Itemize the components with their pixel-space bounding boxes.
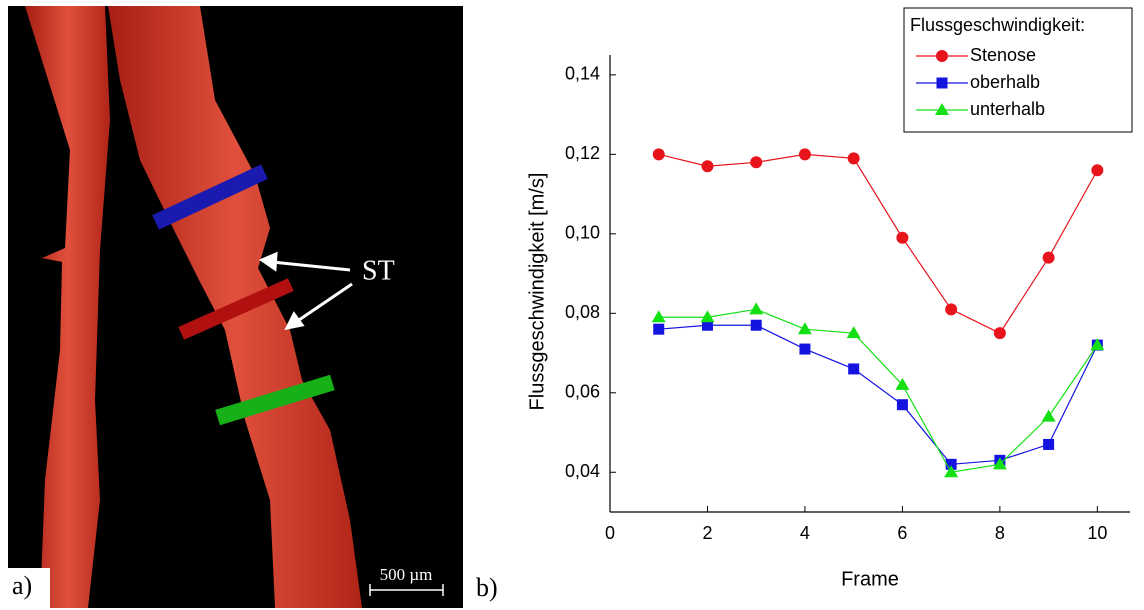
x-tick-label: 2 <box>702 523 712 543</box>
annotation: ST <box>362 255 395 286</box>
marker <box>1042 410 1056 422</box>
marker <box>653 324 664 335</box>
marker <box>1043 439 1054 450</box>
marker <box>798 322 812 334</box>
x-tick-label: 0 <box>605 523 615 543</box>
y-tick-label: 0,10 <box>565 223 600 243</box>
marker <box>701 160 713 172</box>
marker <box>1091 164 1103 176</box>
y-axis-label: Flussgeschwindigkeit [m/s] <box>526 173 548 411</box>
panel-label: a) <box>12 571 32 600</box>
marker <box>994 327 1006 339</box>
marker <box>653 148 665 160</box>
marker <box>652 310 666 322</box>
marker <box>749 302 763 314</box>
scale-label: 500 µm <box>380 565 433 584</box>
image-panel: ST 500 µm a) <box>8 6 463 608</box>
marker <box>750 156 762 168</box>
marker <box>896 232 908 244</box>
series-line <box>659 325 1098 464</box>
y-tick-label: 0,04 <box>565 461 600 481</box>
marker <box>799 344 810 355</box>
x-tick-label: 8 <box>995 523 1005 543</box>
marker <box>848 152 860 164</box>
marker <box>945 303 957 315</box>
legend-label: Stenose <box>970 45 1036 65</box>
y-tick-label: 0,12 <box>565 143 600 163</box>
marker <box>897 399 908 410</box>
marker <box>1043 252 1055 264</box>
legend-title: Flussgeschwindigkeit: <box>910 15 1085 35</box>
x-tick-label: 4 <box>800 523 810 543</box>
page: ST 500 µm a) b) 0,04 0,06 0,08 0,10 0,12 0,14… <box>0 0 1144 610</box>
y-tick-label: 0,06 <box>565 382 600 402</box>
legend-label: unterhalb <box>970 99 1045 119</box>
y-tick-label: 0,08 <box>565 302 600 322</box>
legend-label: oberhalb <box>970 72 1040 92</box>
series-line <box>659 309 1098 472</box>
x-tick-label: 10 <box>1087 523 1107 543</box>
y-tick-label: 0,14 <box>565 64 600 84</box>
x-axis-label: Frame <box>841 568 899 590</box>
marker <box>751 320 762 331</box>
figure: ST 500 µm a) b) 0,04 0,06 0,08 0,10 0,12 0,14… <box>0 0 1144 610</box>
marker <box>799 148 811 160</box>
legend-marker <box>936 50 948 62</box>
marker <box>848 363 859 374</box>
panel-label: b) <box>476 573 498 602</box>
series-line <box>659 154 1098 333</box>
legend-marker <box>937 78 948 89</box>
x-tick-label: 6 <box>897 523 907 543</box>
